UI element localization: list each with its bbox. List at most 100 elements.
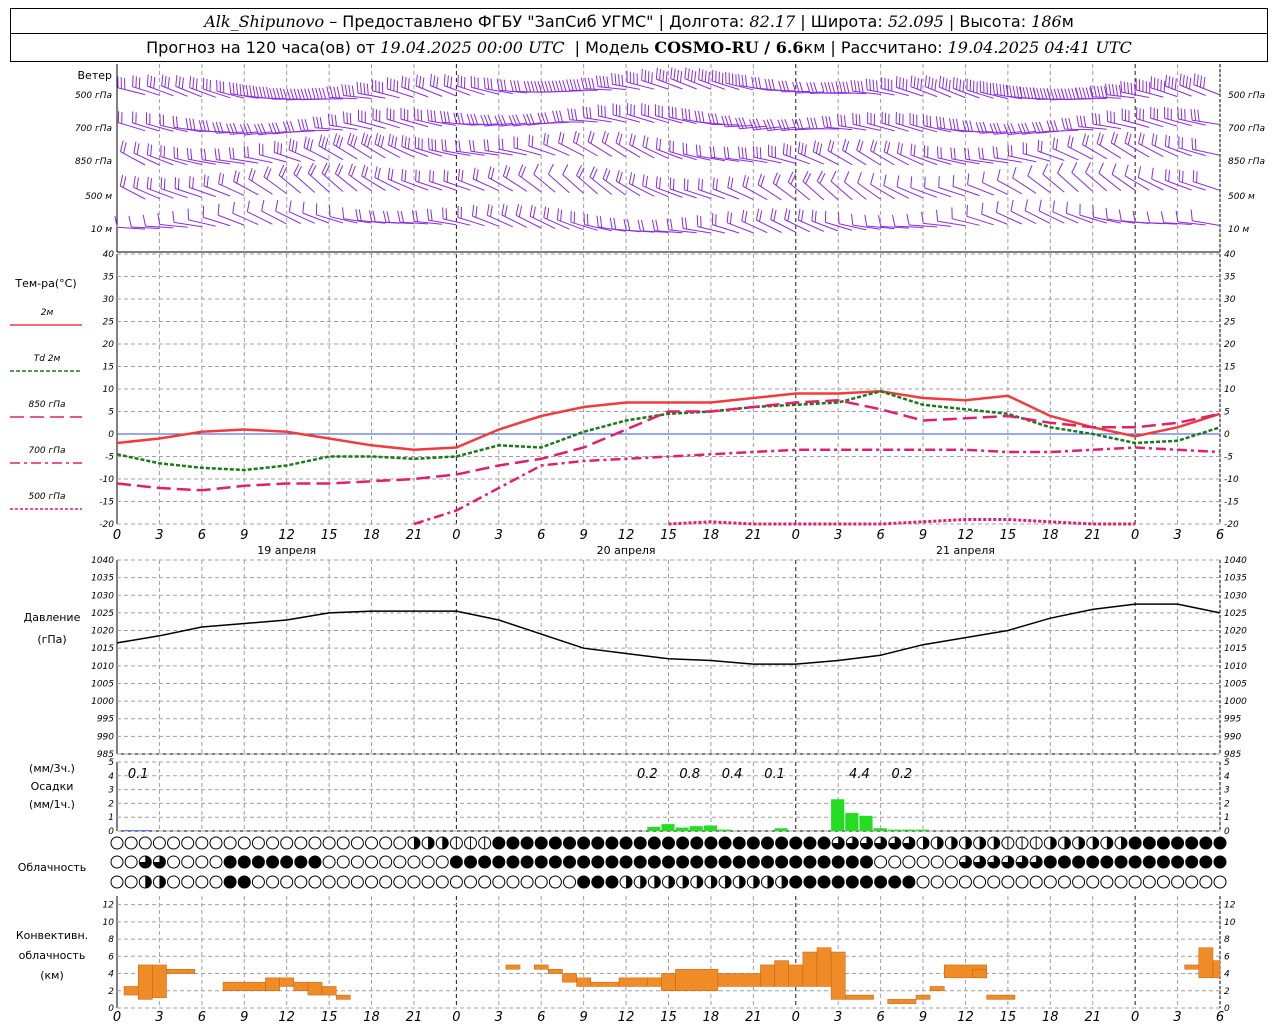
wind-level-left: 850 гПа: [75, 157, 112, 167]
wind-barb: [400, 107, 429, 128]
press-ytick-right: 1000: [1224, 697, 1247, 707]
cloud-fill-full: [535, 837, 548, 849]
cloud-fill-half: [442, 837, 449, 849]
cloud-fill-full: [605, 837, 618, 849]
precip-bar: [845, 813, 859, 831]
wind-level-right: 500 м: [1228, 192, 1255, 202]
wind-barb: [707, 113, 740, 126]
conv-cloud-bar: [845, 994, 874, 1000]
wind-barb: [1146, 211, 1178, 225]
cloud-circle: [407, 855, 421, 869]
cloud-fill-full: [860, 856, 873, 868]
cloud-fill-full: [747, 837, 760, 849]
conv-cloud-bar: [152, 964, 167, 998]
cloud-circle: [350, 855, 364, 869]
wind-barb: [342, 207, 372, 224]
wind-barb: [757, 173, 782, 201]
conv-cloud-bar: [830, 951, 846, 1000]
precip-bar: [859, 815, 873, 831]
wind-barb: [726, 211, 754, 234]
conv-cloud-bar: [590, 981, 620, 987]
wind-barb: [782, 143, 810, 165]
wind-barb: [174, 177, 202, 198]
precip-unit-3h: (мм/3ч.): [29, 762, 75, 775]
wind-barb: [515, 203, 542, 229]
cloud-circle: [944, 855, 958, 869]
wind-barb: [186, 147, 216, 165]
temp-ytick-right: 40: [1224, 250, 1236, 260]
cloud-fill-3q: [874, 837, 887, 849]
wind-barb: [216, 79, 245, 99]
wind-barb: [457, 168, 485, 191]
wind-barb: [321, 162, 344, 192]
wind-barb: [906, 213, 938, 228]
wind-barb: [1164, 106, 1192, 127]
cloud-circle: [1029, 875, 1043, 889]
cloud-fill-full: [492, 856, 505, 868]
precipitation-layer: 0.1 0.2 0.8 0.4 0.1 4.4 0.2: [124, 767, 930, 831]
cloud-fill-3q: [959, 856, 972, 868]
cloud-circle: [195, 836, 209, 850]
temp-ytick-left: 20: [103, 340, 115, 350]
conv-xtick: 15: [321, 1010, 338, 1024]
temp-xtick: 9: [240, 528, 248, 543]
wind-barb: [966, 78, 994, 99]
wind-barb: [132, 111, 160, 132]
conv-cloud-bar: [915, 994, 931, 1000]
cloud-circle: [138, 836, 152, 850]
press-ytick-left: 985: [97, 750, 114, 760]
cloud-circle: [478, 875, 492, 889]
temp-ytick-right: 30: [1224, 295, 1236, 305]
wind-barb: [347, 132, 372, 159]
wind-barb: [343, 111, 372, 130]
wind-barb: [1085, 162, 1108, 192]
wind-barb: [570, 210, 598, 231]
wind-barb: [1012, 166, 1037, 194]
wind-barb: [355, 209, 386, 224]
conv-cloud-bar: [887, 999, 917, 1004]
cloud-fill-full: [846, 876, 859, 888]
cloud-circle: [1171, 875, 1185, 889]
cloud-circle: [393, 875, 407, 889]
temp-xtick: 0: [113, 528, 121, 543]
conv-cloud-bar: [576, 977, 591, 987]
cloud-circle: [916, 855, 930, 869]
wind-barb: [770, 208, 796, 233]
wind-barb: [725, 71, 754, 91]
cloud-fill-full: [803, 837, 816, 849]
cloud-fill-full: [280, 856, 293, 868]
wind-barb: [870, 139, 895, 166]
wind-barb: [200, 148, 231, 165]
cloud-circle: [152, 836, 166, 850]
cloud-circle: [365, 836, 379, 850]
calc-label: | Рассчитано:: [825, 38, 948, 57]
conv-xtick: 15: [660, 1010, 677, 1024]
wind-barb: [966, 204, 994, 226]
wind-barb: [964, 147, 994, 164]
conv-xtick: 3: [155, 1010, 163, 1024]
conv-ytick-left: 10: [103, 918, 115, 928]
cloud-fill-full: [224, 876, 237, 888]
wind-barb: [735, 117, 768, 130]
wind-barb: [307, 162, 330, 193]
cloud-circle: [322, 855, 336, 869]
temp-legend-label: 850 гПа: [28, 400, 65, 410]
temp-xtick: 6: [198, 528, 206, 543]
conv-xtick: 21: [1084, 1010, 1101, 1024]
conv-xtick: 0: [1131, 1010, 1139, 1024]
cloud-fill-full: [308, 856, 321, 868]
wind-barb: [160, 177, 188, 199]
wind-barb: [401, 75, 429, 98]
wind-barb: [246, 200, 273, 225]
temp-ytick-left: -15: [99, 498, 114, 508]
wind-barb: [695, 144, 725, 162]
cloud-circle: [464, 875, 478, 889]
cloud-fill-full: [535, 856, 548, 868]
wind-barb: [1092, 205, 1122, 224]
wind-barb: [952, 175, 980, 197]
cloud-circle: [1213, 875, 1227, 889]
wind-barb: [428, 138, 457, 157]
press-ytick-left: 1035: [91, 574, 114, 584]
wind-barb: [1160, 211, 1192, 225]
press-ytick-left: 1010: [91, 662, 114, 672]
